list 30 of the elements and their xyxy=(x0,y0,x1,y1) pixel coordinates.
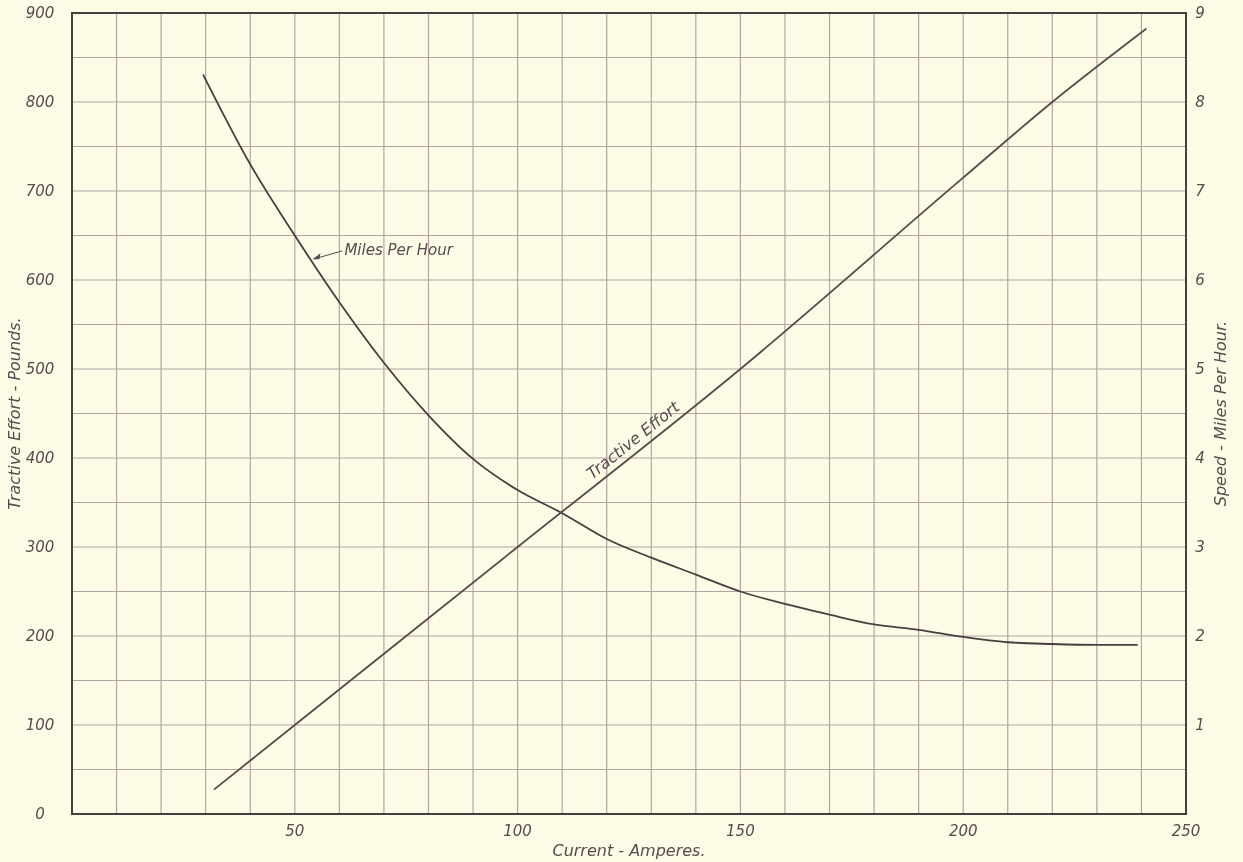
y-tick-label: 800 xyxy=(25,93,55,111)
y-tick-label: 500 xyxy=(25,360,55,378)
y2-tick-label: 1 xyxy=(1195,716,1205,734)
y2-tick-label: 2 xyxy=(1195,627,1205,645)
x-tick-label: 100 xyxy=(503,822,532,840)
x-tick-label: 200 xyxy=(948,822,978,840)
y-tick-label: 200 xyxy=(25,627,55,645)
x-tick-label: 50 xyxy=(285,822,305,840)
x-tick-label: 150 xyxy=(726,822,755,840)
y2-tick-label: 9 xyxy=(1195,4,1205,22)
y2-tick-label: 5 xyxy=(1195,360,1205,378)
y-tick-label: 0 xyxy=(35,805,45,823)
y-tick-label: 400 xyxy=(25,449,55,467)
legend-label: Miles Per Hour xyxy=(344,240,454,259)
y2-tick-label: 3 xyxy=(1195,538,1205,556)
y2-tick-label: 8 xyxy=(1195,93,1205,111)
y-tick-label: 700 xyxy=(25,182,55,200)
y2-axis-title: Speed - Miles Per Hour. xyxy=(1211,320,1230,507)
y-tick-label: 900 xyxy=(25,4,55,22)
x-tick-label: 250 xyxy=(1171,822,1201,840)
y2-tick-label: 7 xyxy=(1195,182,1206,200)
line-series xyxy=(213,28,1147,790)
y2-tick-label: 4 xyxy=(1195,449,1205,467)
y-tick-label: 100 xyxy=(25,716,55,734)
y-axis-title: Tractive Effort - Pounds. xyxy=(5,317,24,510)
x-axis-title: Current - Amperes. xyxy=(552,841,706,860)
y-tick-label: 300 xyxy=(25,538,55,556)
line-series xyxy=(202,74,1138,646)
y2-tick-label: 6 xyxy=(1195,271,1205,289)
y-tick-label: 600 xyxy=(25,271,55,289)
